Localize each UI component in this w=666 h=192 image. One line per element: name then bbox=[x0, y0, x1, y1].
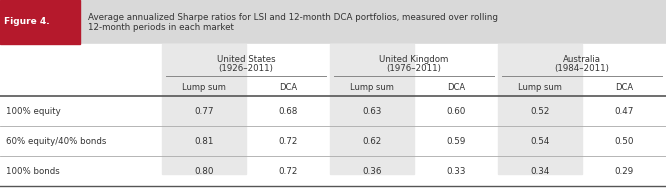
Text: 100% bonds: 100% bonds bbox=[6, 166, 60, 175]
Text: 0.34: 0.34 bbox=[530, 166, 549, 175]
Text: 0.60: 0.60 bbox=[446, 107, 466, 116]
Text: (1984–2011): (1984–2011) bbox=[555, 65, 609, 74]
Text: United States: United States bbox=[216, 55, 275, 64]
Text: DCA: DCA bbox=[279, 84, 297, 93]
Text: 0.63: 0.63 bbox=[362, 107, 382, 116]
Text: DCA: DCA bbox=[447, 84, 465, 93]
Bar bbox=[0, 0, 666, 44]
Bar bbox=[330, 44, 414, 174]
Text: Lump sum: Lump sum bbox=[518, 84, 562, 93]
Bar bbox=[0, 0, 80, 44]
Text: United Kingdom: United Kingdom bbox=[380, 55, 449, 64]
Text: Lump sum: Lump sum bbox=[182, 84, 226, 93]
Text: 0.77: 0.77 bbox=[194, 107, 214, 116]
Text: 0.29: 0.29 bbox=[614, 166, 633, 175]
Text: 0.33: 0.33 bbox=[446, 166, 466, 175]
Text: 0.72: 0.72 bbox=[278, 166, 298, 175]
Text: 0.72: 0.72 bbox=[278, 137, 298, 146]
Text: 0.59: 0.59 bbox=[446, 137, 466, 146]
Text: DCA: DCA bbox=[615, 84, 633, 93]
Text: Figure 4.: Figure 4. bbox=[4, 17, 50, 26]
Text: 12-month periods in each market: 12-month periods in each market bbox=[88, 23, 234, 32]
Text: (1976–2011): (1976–2011) bbox=[386, 65, 442, 74]
Bar bbox=[162, 44, 246, 174]
Text: (1926–2011): (1926–2011) bbox=[218, 65, 274, 74]
Text: 0.47: 0.47 bbox=[614, 107, 633, 116]
Text: 0.68: 0.68 bbox=[278, 107, 298, 116]
Text: 0.36: 0.36 bbox=[362, 166, 382, 175]
Text: 0.80: 0.80 bbox=[194, 166, 214, 175]
Text: 0.62: 0.62 bbox=[362, 137, 382, 146]
Text: Lump sum: Lump sum bbox=[350, 84, 394, 93]
Bar bbox=[498, 44, 582, 174]
Text: 100% equity: 100% equity bbox=[6, 107, 61, 116]
Text: 0.50: 0.50 bbox=[614, 137, 634, 146]
Text: 0.52: 0.52 bbox=[530, 107, 549, 116]
Text: 60% equity/40% bonds: 60% equity/40% bonds bbox=[6, 137, 107, 146]
Text: Australia: Australia bbox=[563, 55, 601, 64]
Text: 0.81: 0.81 bbox=[194, 137, 214, 146]
Text: Average annualized Sharpe ratios for LSI and 12-month DCA portfolios, measured o: Average annualized Sharpe ratios for LSI… bbox=[88, 12, 498, 22]
Text: 0.54: 0.54 bbox=[530, 137, 549, 146]
Bar bbox=[0, 44, 666, 192]
